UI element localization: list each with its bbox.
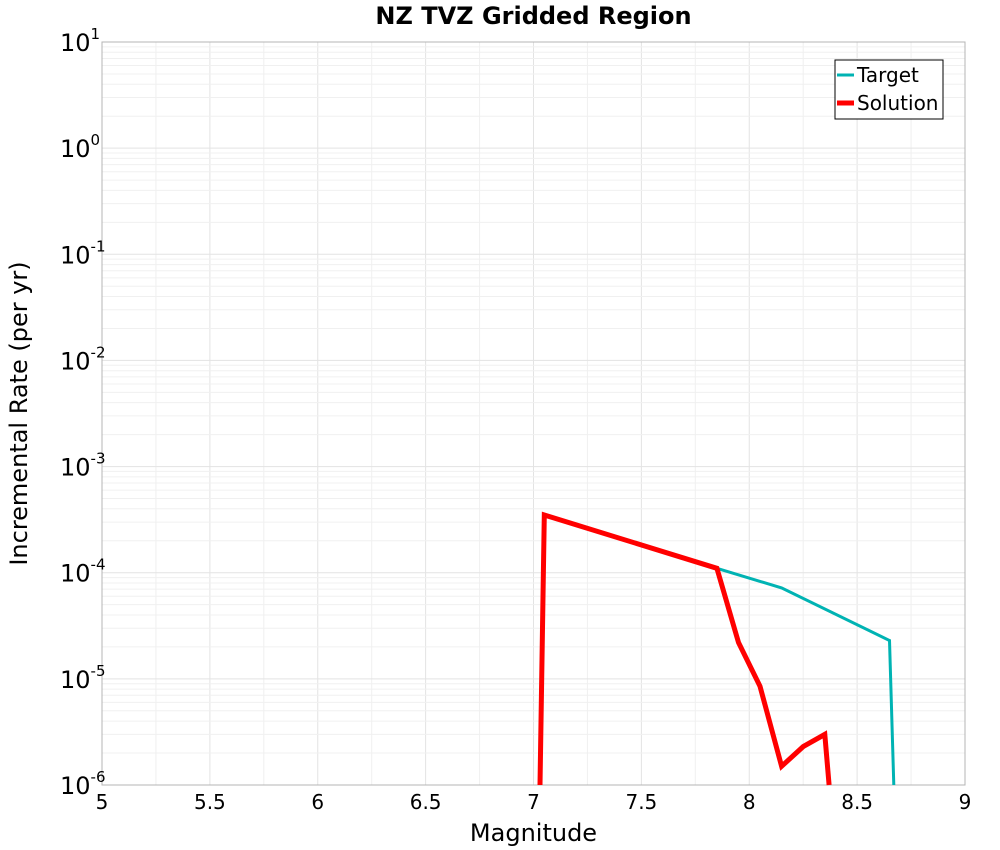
plot-frame — [101, 41, 966, 786]
y-axis-label: Incremental Rate (per yr) — [5, 261, 33, 565]
y-tick-label: 10-2 — [60, 343, 106, 375]
legend: Target Solution — [834, 59, 944, 120]
x-tick-label: 5 — [96, 790, 109, 814]
x-tick-label: 5.5 — [194, 790, 226, 814]
x-tick-label: 8 — [743, 790, 756, 814]
x-tick-label: 8.5 — [841, 790, 873, 814]
x-tick-labels: 5 5.5 6 6.5 7 7.5 8 8.5 9 — [96, 790, 972, 814]
x-tick-label: 7 — [527, 790, 540, 814]
x-axis-label: Magnitude — [470, 819, 597, 847]
series-line-solution — [537, 511, 832, 786]
y-tick-label: 10-6 — [60, 768, 106, 800]
x-tick-label: 6.5 — [410, 790, 442, 814]
grid — [101, 42, 966, 786]
x-tick-label: 6 — [311, 790, 324, 814]
x-tick-label: 7.5 — [625, 790, 657, 814]
legend-box — [834, 59, 944, 120]
legend-label-solution: Solution — [857, 91, 938, 115]
series-line-target — [538, 512, 896, 786]
y-tick-labels: 101 100 10-1 10-2 10-3 10-4 10-5 10-6 — [60, 25, 106, 800]
series-layer — [537, 511, 896, 786]
y-tick-label: 10-4 — [60, 556, 106, 588]
y-tick-label: 10-5 — [60, 662, 106, 694]
legend-label-target: Target — [856, 63, 919, 87]
y-tick-label: 10-3 — [60, 450, 106, 482]
x-tick-label: 9 — [959, 790, 972, 814]
y-tick-label: 100 — [60, 131, 100, 163]
y-tick-label: 10-1 — [60, 237, 106, 269]
chart-title: NZ TVZ Gridded Region — [375, 2, 691, 30]
y-tick-label: 101 — [60, 25, 100, 57]
